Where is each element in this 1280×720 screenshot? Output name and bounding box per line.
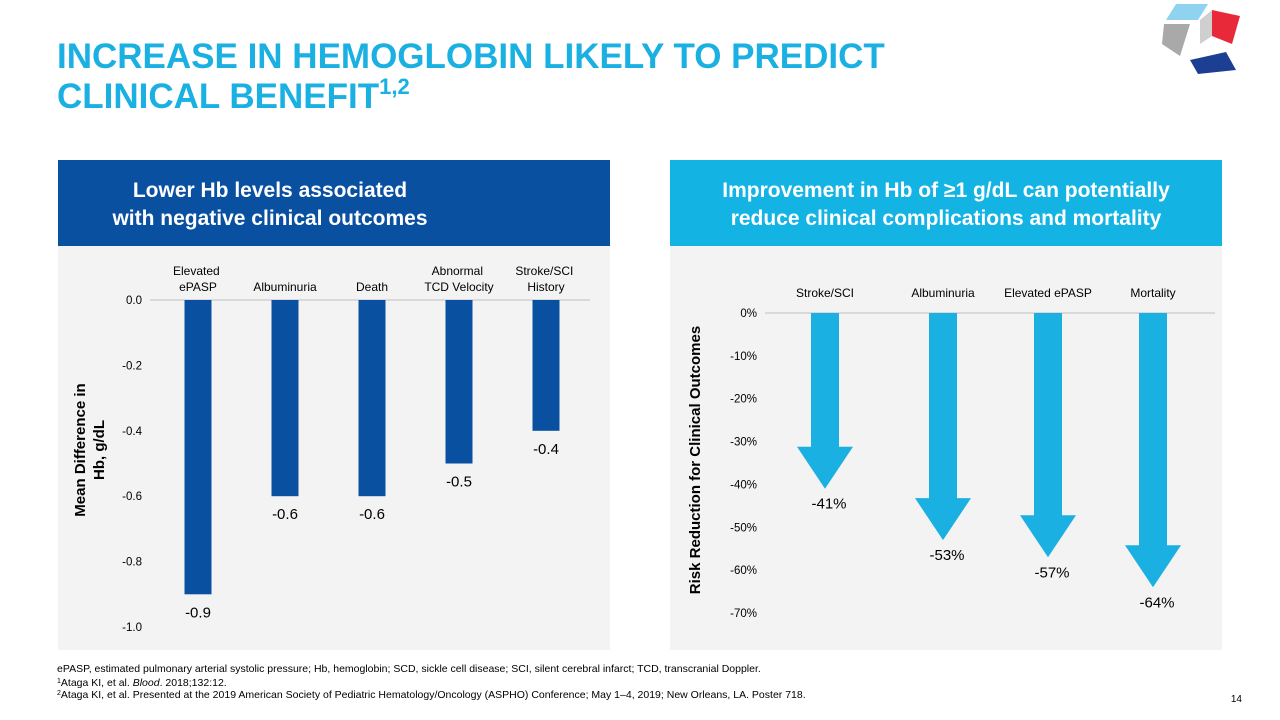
bar xyxy=(184,300,212,595)
y-tick-label: -1.0 xyxy=(122,622,142,634)
x-category-label: Albuminuria xyxy=(253,280,317,294)
y-tick-label: -0.4 xyxy=(122,426,142,438)
reference: 2Ataga KI, et al. Presented at the 2019 … xyxy=(57,689,806,701)
y-tick-label: -60% xyxy=(730,565,757,577)
y-tick-label: -50% xyxy=(730,522,757,534)
panel-header-text: reduce clinical complications and mortal… xyxy=(731,207,1162,230)
bar xyxy=(271,300,299,497)
chart-panel: Lower Hb levels associated with negative … xyxy=(58,160,610,650)
footnote: ePASP, estimated pulmonary arterial syst… xyxy=(57,663,761,675)
x-category-label: Elevated ePASP xyxy=(173,264,223,294)
reference-marker: 2 xyxy=(57,690,61,697)
y-tick-label: 0.0 xyxy=(126,295,142,307)
reference-text: . 2018;132:12. xyxy=(160,677,227,689)
title-line: INCREASE IN HEMOGLOBIN LIKELY TO PREDICT xyxy=(57,37,885,76)
value-label: -64% xyxy=(1139,594,1174,611)
bar xyxy=(358,300,386,497)
x-category-label: Death xyxy=(356,280,388,294)
x-category-label: Stroke/SCI History xyxy=(515,264,576,294)
reference-text: Ataga KI, et al. xyxy=(61,677,133,689)
value-label: -57% xyxy=(1034,564,1069,581)
y-tick-label: -0.2 xyxy=(122,360,142,372)
chart-panel: Improvement in Hb of ≥1 g/dL can potenti… xyxy=(670,160,1222,650)
value-label: -53% xyxy=(929,547,964,564)
panel-header-text: Improvement in Hb of ≥1 g/dL can potenti… xyxy=(722,179,1170,202)
arrow xyxy=(797,313,853,489)
panel-header xyxy=(58,160,610,246)
reference-marker: 1 xyxy=(57,678,61,685)
value-label: -41% xyxy=(811,496,846,513)
page-number: 14 xyxy=(1231,694,1243,705)
title-line: CLINICAL BENEFIT1,2 xyxy=(57,74,410,116)
category-line: History xyxy=(527,280,564,294)
bar xyxy=(445,300,473,464)
panel-header-text: Lower Hb levels associated xyxy=(133,179,407,202)
y-tick-label: -0.8 xyxy=(122,557,142,569)
x-category-label: Albuminuria xyxy=(911,286,975,300)
value-label: -0.5 xyxy=(446,474,472,491)
y-tick-label: -70% xyxy=(730,608,757,620)
category-line: ePASP xyxy=(179,280,217,294)
arrow xyxy=(915,313,971,541)
panel-header xyxy=(670,160,1222,246)
reference: 1Ataga KI, et al. Blood. 2018;132:12. xyxy=(57,677,227,689)
value-label: -0.9 xyxy=(185,604,211,621)
y-tick-label: -40% xyxy=(730,479,757,491)
category-line: TCD Velocity xyxy=(424,280,493,294)
x-category-label: Stroke/SCI xyxy=(796,286,854,300)
x-category-label: Abnormal TCD Velocity xyxy=(424,264,493,294)
logo xyxy=(1162,4,1240,74)
reference-text: Blood xyxy=(133,677,161,689)
y-tick-label: -10% xyxy=(730,351,757,363)
y-tick-label: -0.6 xyxy=(122,491,142,503)
bar xyxy=(532,300,560,431)
arrow xyxy=(1020,313,1076,558)
value-label: -0.6 xyxy=(359,506,385,523)
reference-text: Ataga KI, et al. Presented at the 2019 A… xyxy=(61,689,806,701)
y-axis-label: Mean Difference in xyxy=(72,383,89,516)
title-superscript: 1,2 xyxy=(379,74,410,99)
arrow xyxy=(1125,313,1181,588)
category-line: Stroke/SCI xyxy=(515,264,576,278)
y-axis-label: Risk Reduction for Clinical Outcomes xyxy=(687,326,704,594)
y-tick-label: -30% xyxy=(730,437,757,449)
panel-header-text: with negative clinical outcomes xyxy=(111,207,427,230)
y-axis-label: Hb, g/dL xyxy=(91,420,108,480)
value-label: -0.6 xyxy=(272,506,298,523)
y-tick-label: -20% xyxy=(730,394,757,406)
x-category-label: Elevated ePASP xyxy=(1004,286,1092,300)
value-label: -0.4 xyxy=(533,441,559,458)
x-category-label: Mortality xyxy=(1130,286,1175,300)
category-line: Abnormal xyxy=(432,264,487,278)
category-line: Elevated xyxy=(173,264,223,278)
panel-body xyxy=(58,246,610,650)
y-tick-label: 0% xyxy=(740,308,757,320)
